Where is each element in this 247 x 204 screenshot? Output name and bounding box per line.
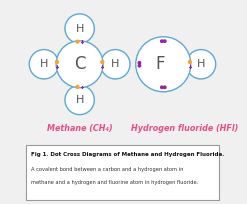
Circle shape [29, 50, 59, 79]
Text: C: C [74, 55, 85, 73]
Text: H: H [197, 59, 205, 69]
Circle shape [161, 86, 163, 89]
Text: A covalent bond between a carbon and a hydrogen atom in: A covalent bond between a carbon and a h… [31, 167, 183, 172]
Text: H: H [111, 59, 120, 69]
Circle shape [138, 62, 141, 64]
Text: Fig 1. Dot Cross Diagrams of Methane and Hydrogen Fluoride.: Fig 1. Dot Cross Diagrams of Methane and… [31, 152, 224, 157]
Circle shape [76, 40, 79, 43]
Circle shape [101, 61, 104, 63]
Circle shape [65, 85, 94, 115]
Circle shape [136, 37, 191, 92]
Text: F: F [155, 55, 165, 73]
Text: H: H [40, 59, 48, 69]
Text: H: H [75, 23, 84, 34]
Circle shape [186, 50, 216, 79]
Text: Methane (CH₄): Methane (CH₄) [47, 124, 112, 133]
Text: methane and a hydrogen and fluorine atom in hydrogen fluoride.: methane and a hydrogen and fluorine atom… [31, 180, 198, 185]
Circle shape [188, 61, 191, 63]
Circle shape [76, 85, 79, 88]
Circle shape [138, 64, 141, 67]
Circle shape [65, 14, 94, 43]
Circle shape [161, 40, 163, 42]
Text: H: H [75, 95, 84, 105]
Text: Hydrogen fluoride (HFl): Hydrogen fluoride (HFl) [131, 124, 238, 133]
Circle shape [56, 61, 59, 63]
FancyBboxPatch shape [26, 145, 219, 200]
Circle shape [101, 50, 130, 79]
Circle shape [164, 86, 166, 89]
Circle shape [56, 41, 103, 88]
Circle shape [164, 40, 166, 42]
